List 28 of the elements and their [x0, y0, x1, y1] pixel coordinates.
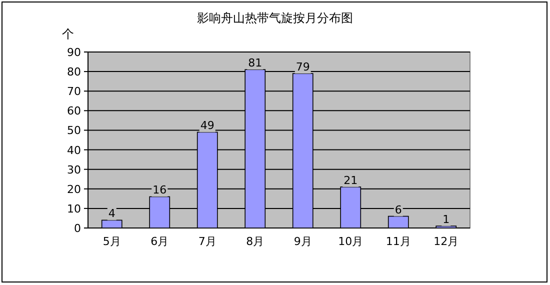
y-tick-label: 60	[67, 104, 81, 118]
y-tick-label: 50	[67, 124, 81, 138]
data-label: 49	[200, 119, 214, 132]
x-tick-label: 5月	[102, 235, 121, 248]
y-tick-label: 10	[67, 202, 81, 216]
x-tick-label: 12月	[434, 235, 459, 248]
chart-title: 影响舟山热带气旋按月分布图	[197, 11, 353, 25]
y-tick-label: 70	[67, 85, 81, 98]
x-tick-label: 10月	[338, 235, 364, 248]
data-label: 21	[344, 174, 358, 187]
x-tick-label: 7月	[198, 235, 216, 248]
data-label: 4	[108, 207, 116, 220]
x-tick-label: 6月	[150, 235, 169, 248]
y-tick-label: 40	[67, 144, 81, 157]
data-label: 81	[248, 56, 262, 70]
y-tick-label: 30	[67, 163, 81, 176]
y-tick-label: 80	[67, 66, 81, 79]
x-tick-label: 8月	[246, 235, 264, 248]
y-tick-label: 90	[67, 46, 81, 59]
data-label: 79	[296, 60, 310, 74]
y-tick-label: 20	[67, 182, 81, 196]
y-axis-title: 个	[62, 27, 74, 41]
data-label: 6	[394, 203, 402, 216]
data-label: 16	[152, 184, 167, 197]
y-tick-label: 0	[74, 222, 81, 235]
x-tick-label: 9月	[294, 235, 312, 248]
x-tick-label: 11月	[386, 235, 411, 248]
data-label: 1	[442, 213, 450, 226]
